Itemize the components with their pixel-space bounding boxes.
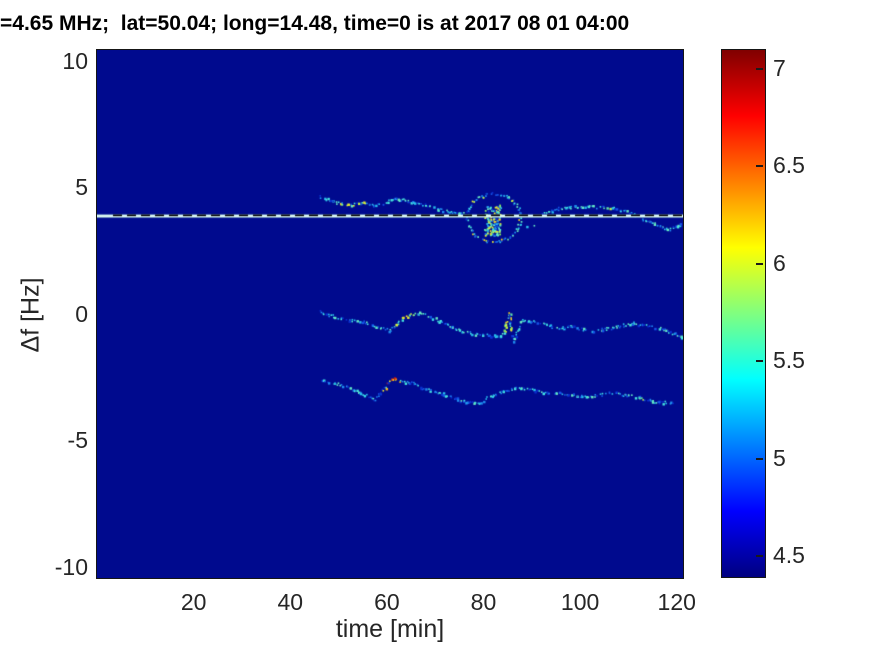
colorbar-tick-label: 4.5 bbox=[773, 542, 805, 569]
x-tick-label: 40 bbox=[277, 589, 304, 615]
colorbar-tick-mark bbox=[756, 555, 763, 558]
colorbar-tick-label: 5 bbox=[773, 444, 786, 471]
colorbar-tick-mark bbox=[756, 457, 763, 460]
colorbar-tick-label: 6.5 bbox=[773, 152, 805, 179]
colorbar-tick-label: 6 bbox=[773, 249, 786, 276]
colorbar-tick-mark bbox=[756, 262, 763, 265]
colorbar bbox=[721, 49, 766, 578]
x-tick-label: 80 bbox=[470, 589, 497, 615]
colorbar-tick-mark bbox=[756, 165, 763, 168]
y-tick-label: 5 bbox=[75, 174, 88, 201]
y-tick-label: 0 bbox=[75, 300, 88, 327]
plot-area bbox=[96, 49, 684, 579]
colorbar-tick-mark bbox=[756, 67, 763, 70]
y-tick-label: -5 bbox=[67, 427, 88, 454]
colorbar-tick-mark bbox=[756, 360, 763, 363]
y-tick-label: -10 bbox=[54, 553, 88, 580]
y-tick-label: 10 bbox=[62, 47, 88, 74]
spectrogram-canvas bbox=[97, 50, 683, 578]
figure-title: =4.65 MHz; lat=50.04; long=14.48, time=0… bbox=[0, 12, 630, 35]
colorbar-tick-label: 7 bbox=[773, 54, 786, 81]
colorbar-tick-label: 5.5 bbox=[773, 347, 805, 374]
x-tick-label: 120 bbox=[657, 589, 696, 615]
x-tick-label: 60 bbox=[374, 589, 400, 615]
x-axis-label: time [min] bbox=[335, 615, 445, 643]
x-tick-label: 100 bbox=[560, 589, 600, 615]
x-tick-label: 20 bbox=[180, 589, 207, 615]
